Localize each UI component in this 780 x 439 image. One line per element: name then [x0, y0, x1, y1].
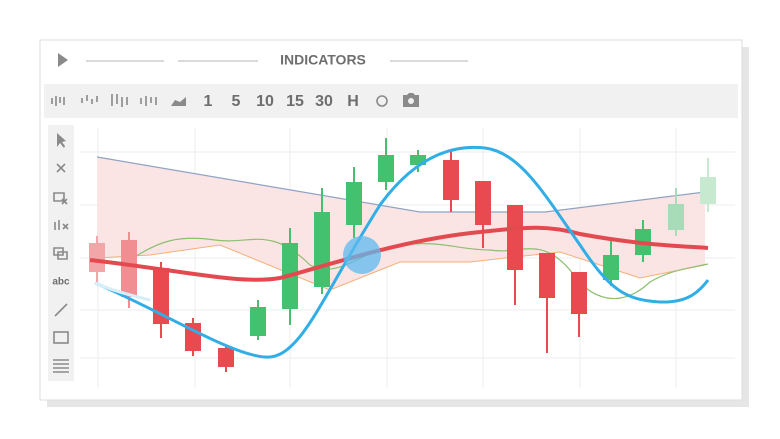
candle-body	[153, 268, 169, 324]
toolbar	[44, 84, 738, 118]
candles	[89, 138, 716, 372]
delete-tool[interactable]	[56, 163, 66, 173]
area-icon[interactable]	[171, 97, 186, 106]
candle-body	[89, 243, 105, 272]
hollow-icon[interactable]	[140, 96, 157, 106]
bar-icon[interactable]	[111, 94, 128, 107]
moving-average	[89, 225, 709, 282]
candle-icon[interactable]	[51, 96, 65, 106]
candle-body	[700, 177, 716, 204]
interval-button[interactable]: 5	[232, 93, 241, 110]
candle-body	[378, 155, 394, 182]
interval-button[interactable]: 30	[315, 93, 333, 110]
crosshair-dot[interactable]	[343, 236, 381, 274]
candle-body	[250, 307, 266, 336]
candle-body	[571, 272, 587, 314]
header-title: INDICATORS	[280, 52, 366, 68]
text-tool[interactable]: abc	[52, 277, 70, 288]
candle-body	[443, 160, 459, 200]
cursor-tool[interactable]	[57, 133, 66, 148]
candle-body	[185, 323, 201, 351]
candle-body	[314, 212, 330, 287]
candle-body	[507, 205, 523, 270]
trend-line	[94, 145, 710, 359]
fib-tool[interactable]	[53, 359, 69, 373]
interval-button[interactable]: 15	[286, 93, 304, 110]
chart-type-icons	[51, 94, 157, 107]
interval-button[interactable]: 1	[204, 93, 213, 110]
remove-drawing-tool[interactable]	[53, 192, 68, 205]
candle-body	[668, 204, 684, 230]
candle-body	[218, 348, 234, 367]
line-tool[interactable]	[54, 303, 68, 317]
trend-line-fade	[94, 281, 151, 302]
interval-button[interactable]: 10	[256, 93, 274, 110]
camera-lens	[408, 98, 414, 104]
settings-button[interactable]	[376, 95, 388, 107]
remove-indicator-tool[interactable]	[54, 220, 69, 230]
oscillator-line	[129, 237, 709, 299]
candle-body	[539, 253, 555, 298]
candle-body	[346, 182, 362, 225]
play-button[interactable]	[58, 53, 68, 67]
interval-button[interactable]: H	[347, 93, 359, 110]
ohlc-icon[interactable]	[81, 95, 98, 104]
candle-body	[603, 255, 619, 280]
candle-body	[410, 155, 426, 165]
rectangle-tool[interactable]	[53, 331, 69, 344]
candle-body	[121, 240, 137, 297]
window-tool[interactable]	[53, 247, 68, 260]
candle-body	[475, 181, 491, 225]
